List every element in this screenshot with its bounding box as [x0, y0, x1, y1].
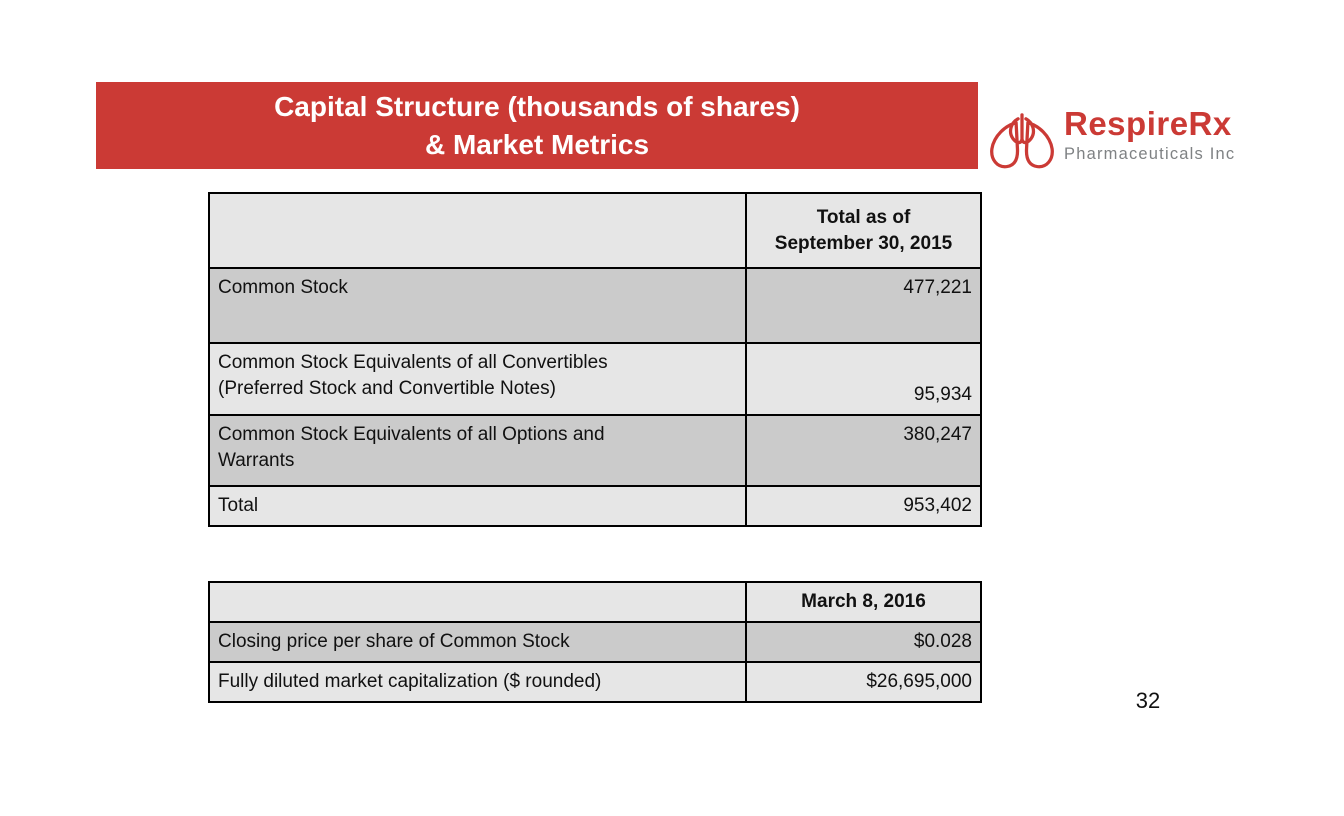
market-header-empty-cell: [208, 581, 747, 623]
capital-table-header-row: Total as of September 30, 2015: [208, 192, 982, 269]
capital-header-date-cell: Total as of September 30, 2015: [745, 192, 982, 269]
table-row: Fully diluted market capitalization ($ r…: [208, 661, 982, 703]
lungs-icon: [986, 106, 1058, 174]
logo-company-name: RespireRx: [1064, 105, 1232, 142]
capital-row-label: Common Stock Equivalents of all Options …: [208, 414, 747, 487]
capital-row-label: Common Stock Equivalents of all Converti…: [208, 342, 747, 416]
capital-row-value: 477,221: [745, 267, 982, 344]
logo-text: RespireRx Pharmaceuticals Inc: [1064, 106, 1235, 164]
market-row-value: $0.028: [745, 621, 982, 663]
capital-total-value: 953,402: [745, 485, 982, 527]
market-metrics-table: March 8, 2016 Closing price per share of…: [208, 581, 982, 703]
market-row-label: Fully diluted market capitalization ($ r…: [208, 661, 747, 703]
title-banner: Capital Structure (thousands of shares) …: [96, 82, 978, 169]
market-row-label: Closing price per share of Common Stock: [208, 621, 747, 663]
slide-title-line-1: Capital Structure (thousands of shares): [274, 90, 800, 122]
market-header-date-cell: March 8, 2016: [745, 581, 982, 623]
capital-structure-table: Total as of September 30, 2015 Common St…: [208, 192, 982, 527]
table-row: Common Stock Equivalents of all Options …: [208, 414, 982, 487]
logo-subtitle: Pharmaceuticals Inc: [1064, 145, 1236, 163]
capital-row-value: 95,934: [745, 342, 982, 416]
table-row: Closing price per share of Common Stock …: [208, 621, 982, 663]
market-table-header-row: March 8, 2016: [208, 581, 982, 623]
company-logo: RespireRx Pharmaceuticals Inc: [986, 106, 1235, 174]
page-number: 32: [1135, 688, 1161, 713]
market-row-value: $26,695,000: [745, 661, 982, 703]
capital-total-label: Total: [208, 485, 747, 527]
capital-header-empty-cell: [208, 192, 747, 269]
table-row: Common Stock 477,221: [208, 267, 982, 344]
slide-title-line-2: & Market Metrics: [424, 128, 650, 160]
table-row: Common Stock Equivalents of all Converti…: [208, 342, 982, 416]
capital-row-value: 380,247: [745, 414, 982, 487]
table-total-row: Total 953,402: [208, 485, 982, 527]
capital-row-label: Common Stock: [208, 267, 747, 344]
